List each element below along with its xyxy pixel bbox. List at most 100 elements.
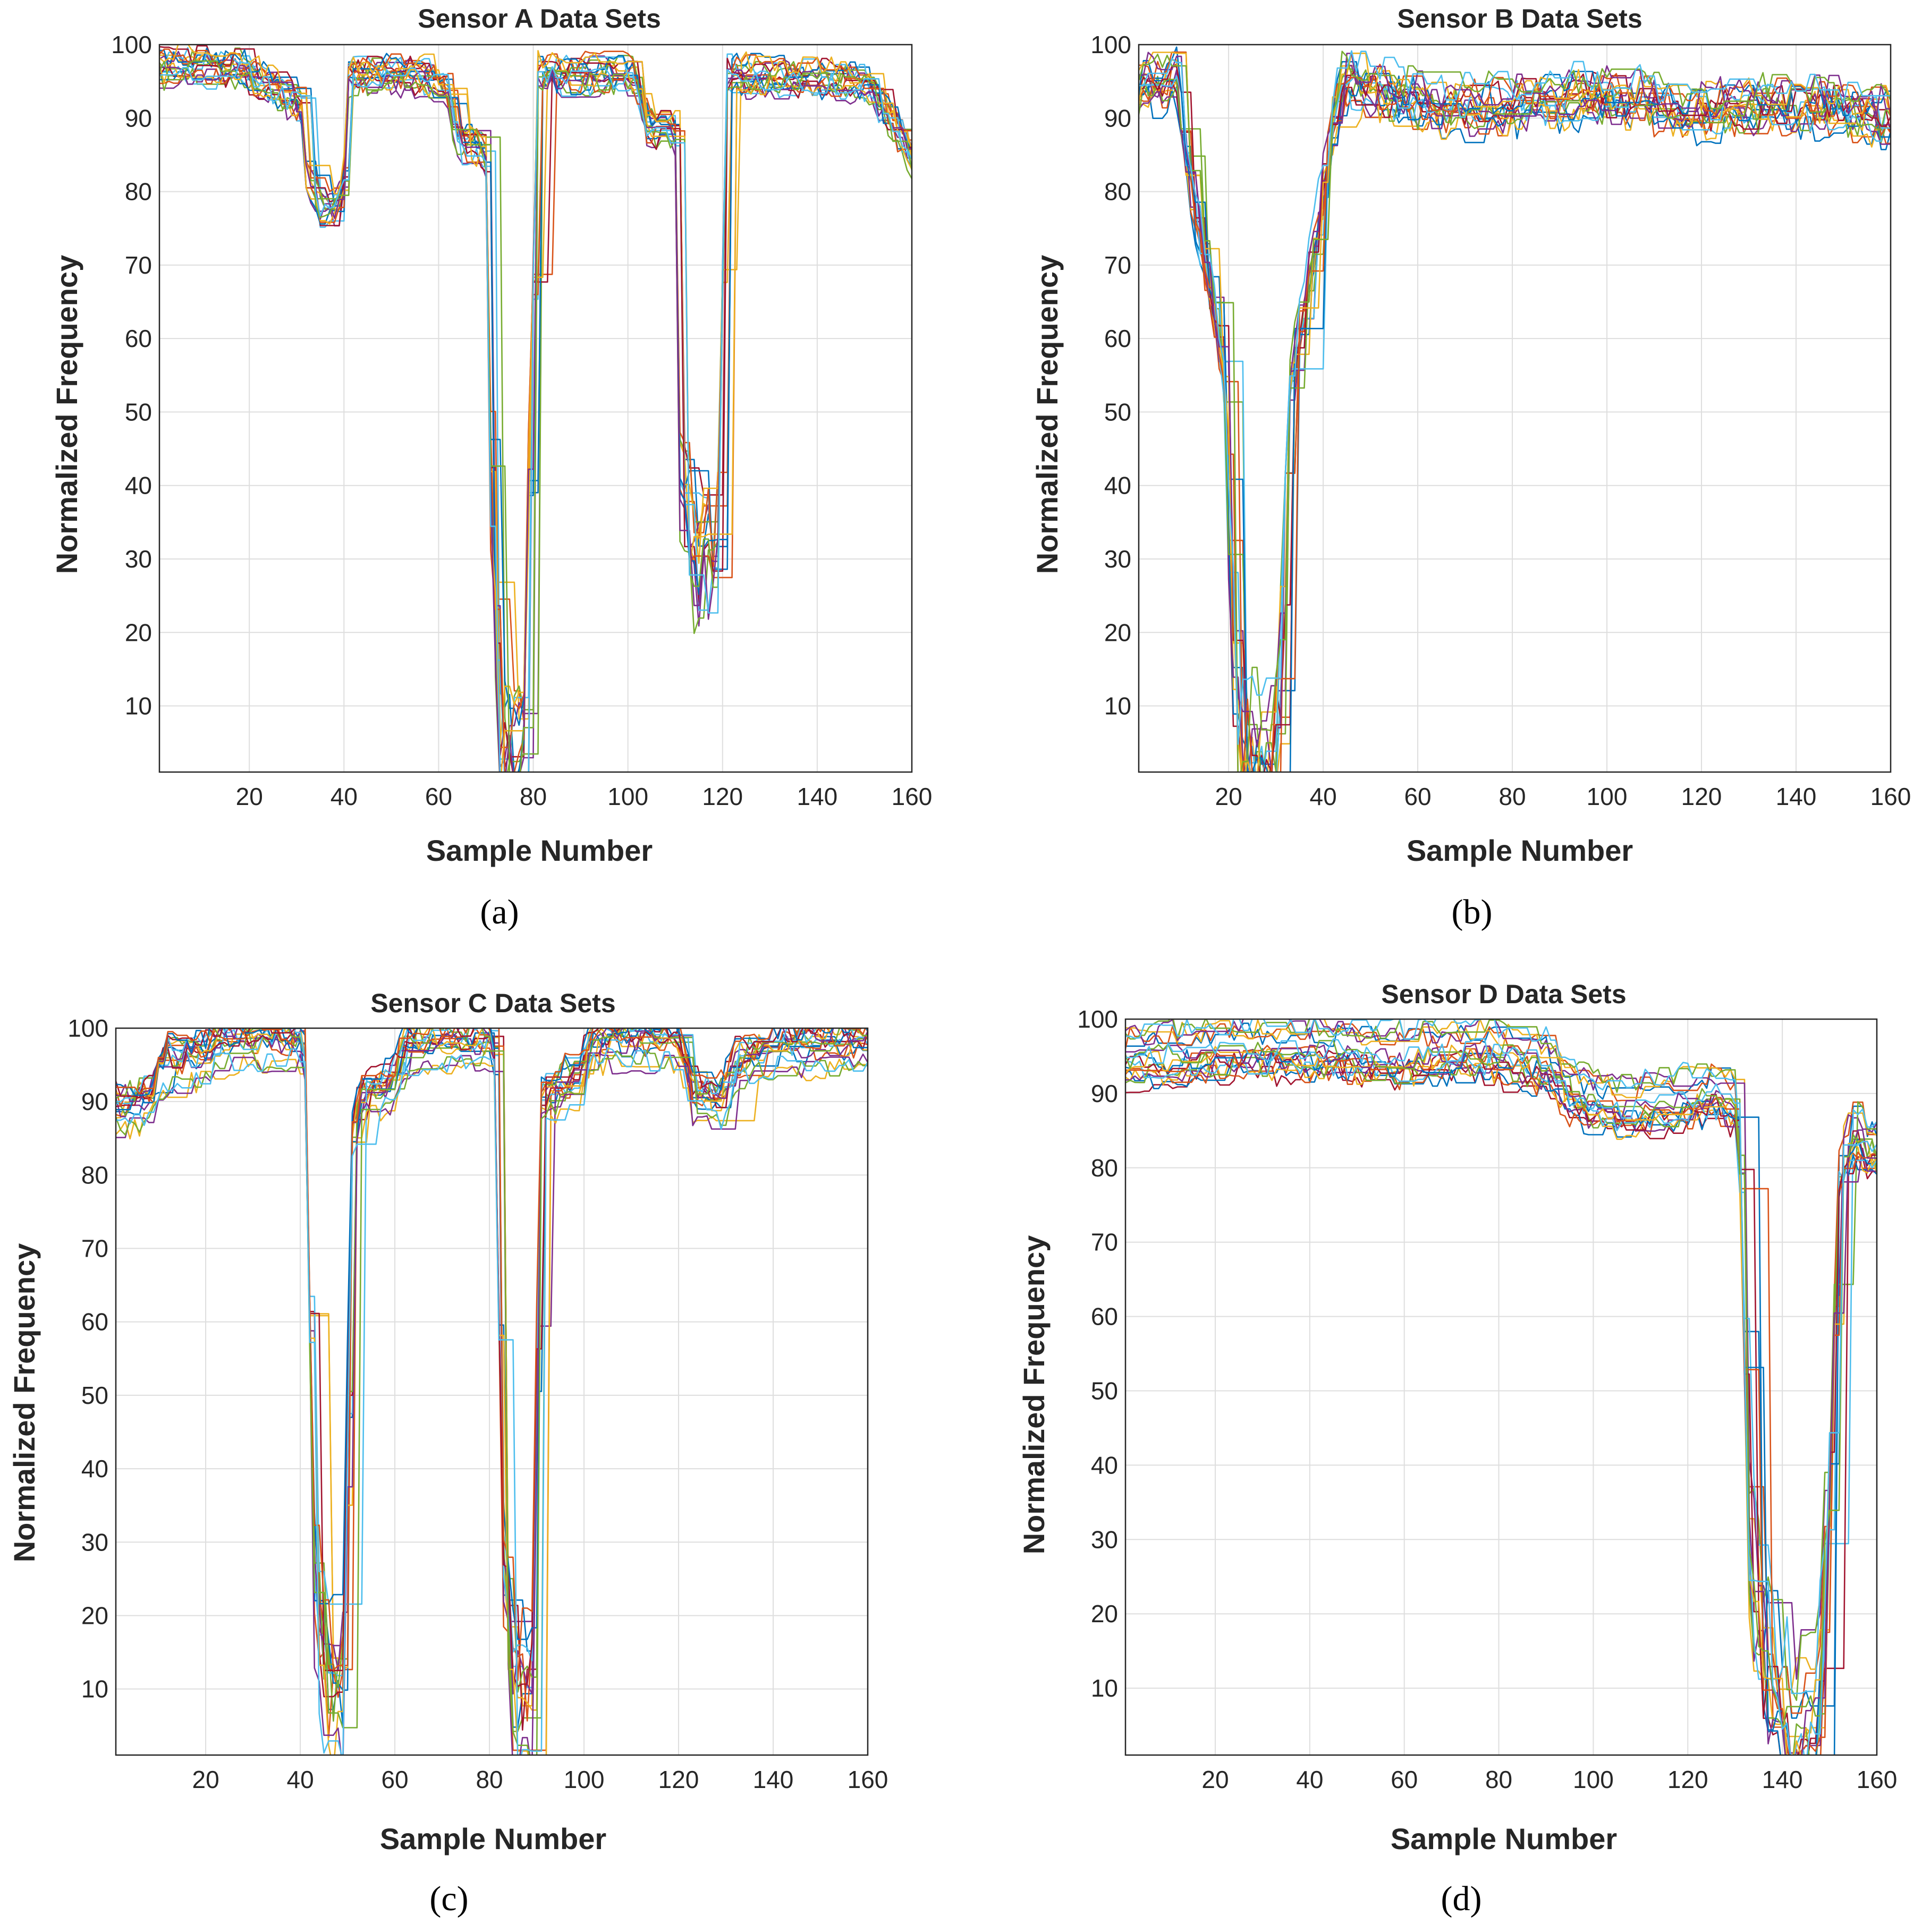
chart-title: Sensor A Data Sets [418, 4, 661, 33]
y-tick-label: 50 [1104, 398, 1131, 426]
series-line [116, 1052, 868, 1755]
plot-area [116, 1028, 868, 1755]
y-tick-label: 70 [125, 251, 152, 279]
series-line [116, 1034, 868, 1751]
panel-caption: (c) [429, 1879, 468, 1918]
x-tick-label: 100 [564, 1766, 605, 1793]
y-tick-label: 20 [1091, 1600, 1118, 1628]
series-line [1125, 1038, 1877, 1755]
y-tick-label: 60 [1091, 1303, 1118, 1331]
x-axis-label: Sample Number [380, 1822, 606, 1855]
series-line [1125, 1045, 1877, 1755]
y-tick-label: 50 [125, 398, 152, 426]
x-tick-label: 60 [425, 783, 452, 810]
x-tick-label: 120 [1667, 1766, 1708, 1793]
x-axis-label: Sample Number [1407, 834, 1633, 867]
series-line [116, 1047, 868, 1755]
axes-frame [1138, 44, 1892, 773]
y-tick-label: 80 [81, 1161, 108, 1189]
x-tick-label: 120 [658, 1766, 699, 1793]
y-tick-label: 100 [1090, 31, 1131, 58]
y-tick-label: 40 [125, 472, 152, 499]
panel-sensor-d: Sensor D Data Sets 20 40 60 80 100 120 140 160 1… [1017, 979, 1897, 1918]
y-tick-label: 30 [81, 1528, 108, 1556]
series-line [159, 60, 912, 772]
y-tick-label: 80 [1091, 1154, 1118, 1182]
y-tick-label: 40 [1091, 1451, 1118, 1479]
series-line [1139, 64, 1891, 772]
x-tick-label: 100 [1587, 783, 1628, 810]
y-tick-label: 70 [1091, 1228, 1118, 1256]
y-tick-label: 30 [1104, 545, 1131, 573]
x-tick-label: 160 [1870, 783, 1911, 810]
panel-sensor-b: Sensor B Data Sets 20 40 60 80 100 120 140 160 1… [1030, 4, 1911, 931]
y-tick-label: 60 [125, 325, 152, 352]
x-tick-label: 40 [331, 783, 358, 810]
series-line [159, 65, 912, 772]
series-line [1139, 65, 1891, 772]
x-tick-label: 100 [607, 783, 648, 810]
y-tick-label: 90 [1091, 1080, 1118, 1107]
x-tick-label: 160 [892, 783, 933, 810]
series-line [1125, 1062, 1877, 1755]
x-tick-label: 20 [1201, 1766, 1229, 1793]
y-tick-label: 80 [1104, 178, 1131, 206]
y-tick-label: 70 [1104, 251, 1131, 279]
y-tick-label: 10 [1104, 692, 1131, 720]
x-tick-label: 40 [1296, 1766, 1323, 1793]
series-line [1139, 52, 1891, 748]
panel-caption: (a) [480, 893, 519, 931]
series-line [1139, 46, 1891, 772]
y-axis-label: Normalized Frequency [7, 1243, 41, 1563]
chart-title: Sensor D Data Sets [1381, 979, 1626, 1009]
x-tick-label: 140 [1762, 1766, 1803, 1793]
x-tick-label: 20 [1215, 783, 1242, 810]
chart-title: Sensor B Data Sets [1397, 4, 1642, 33]
series-line [1125, 1043, 1877, 1755]
chart-title: Sensor C Data Sets [370, 988, 615, 1018]
panel-caption: (b) [1452, 893, 1493, 931]
x-tick-label: 20 [192, 1766, 219, 1793]
panel-sensor-a: Sensor A Data Sets 20 40 60 80 100 120 140 160 1… [50, 4, 932, 931]
y-tick-label: 100 [67, 1014, 108, 1042]
y-tick-label: 50 [81, 1382, 108, 1409]
x-tick-label: 80 [520, 783, 547, 810]
y-tick-label: 30 [1091, 1526, 1118, 1553]
x-tick-label: 140 [1776, 783, 1817, 810]
y-axis-label: Normalized Frequency [1017, 1235, 1051, 1555]
y-tick-label: 100 [1077, 1005, 1118, 1033]
x-axis-label: Sample Number [426, 834, 653, 867]
axes-frame [158, 44, 913, 773]
panel-sensor-c: Sensor C Data Sets 20 40 60 80 100 120 140 160 1… [7, 988, 888, 1918]
y-tick-label: 40 [1104, 472, 1131, 499]
x-tick-label: 60 [1391, 1766, 1418, 1793]
y-tick-label: 90 [1104, 104, 1131, 132]
x-tick-label: 80 [1498, 783, 1526, 810]
y-tick-label: 80 [125, 178, 152, 206]
x-tick-label: 160 [1857, 1766, 1898, 1793]
y-tick-label: 60 [81, 1308, 108, 1336]
x-axis-label: Sample Number [1391, 1822, 1617, 1855]
x-tick-label: 80 [476, 1766, 503, 1793]
x-tick-label: 60 [381, 1766, 408, 1793]
y-tick-label: 90 [81, 1088, 108, 1115]
axes-frame [1124, 1018, 1878, 1756]
y-tick-label: 70 [81, 1235, 108, 1262]
series-line [1125, 1019, 1877, 1694]
y-tick-label: 10 [125, 692, 152, 720]
x-tick-label: 40 [1309, 783, 1336, 810]
y-tick-label: 50 [1091, 1377, 1118, 1404]
x-tick-label: 120 [1681, 783, 1722, 810]
series-line [116, 1049, 868, 1755]
y-tick-label: 100 [111, 31, 152, 58]
x-tick-label: 40 [286, 1766, 314, 1793]
series-line [116, 1028, 866, 1681]
x-tick-label: 120 [702, 783, 743, 810]
x-tick-label: 100 [1573, 1766, 1614, 1793]
y-tick-label: 30 [125, 545, 152, 573]
y-tick-label: 20 [81, 1601, 108, 1629]
series-line [116, 1028, 868, 1695]
series-line [1139, 52, 1891, 772]
series-line [116, 1052, 868, 1755]
series-line [159, 61, 912, 772]
